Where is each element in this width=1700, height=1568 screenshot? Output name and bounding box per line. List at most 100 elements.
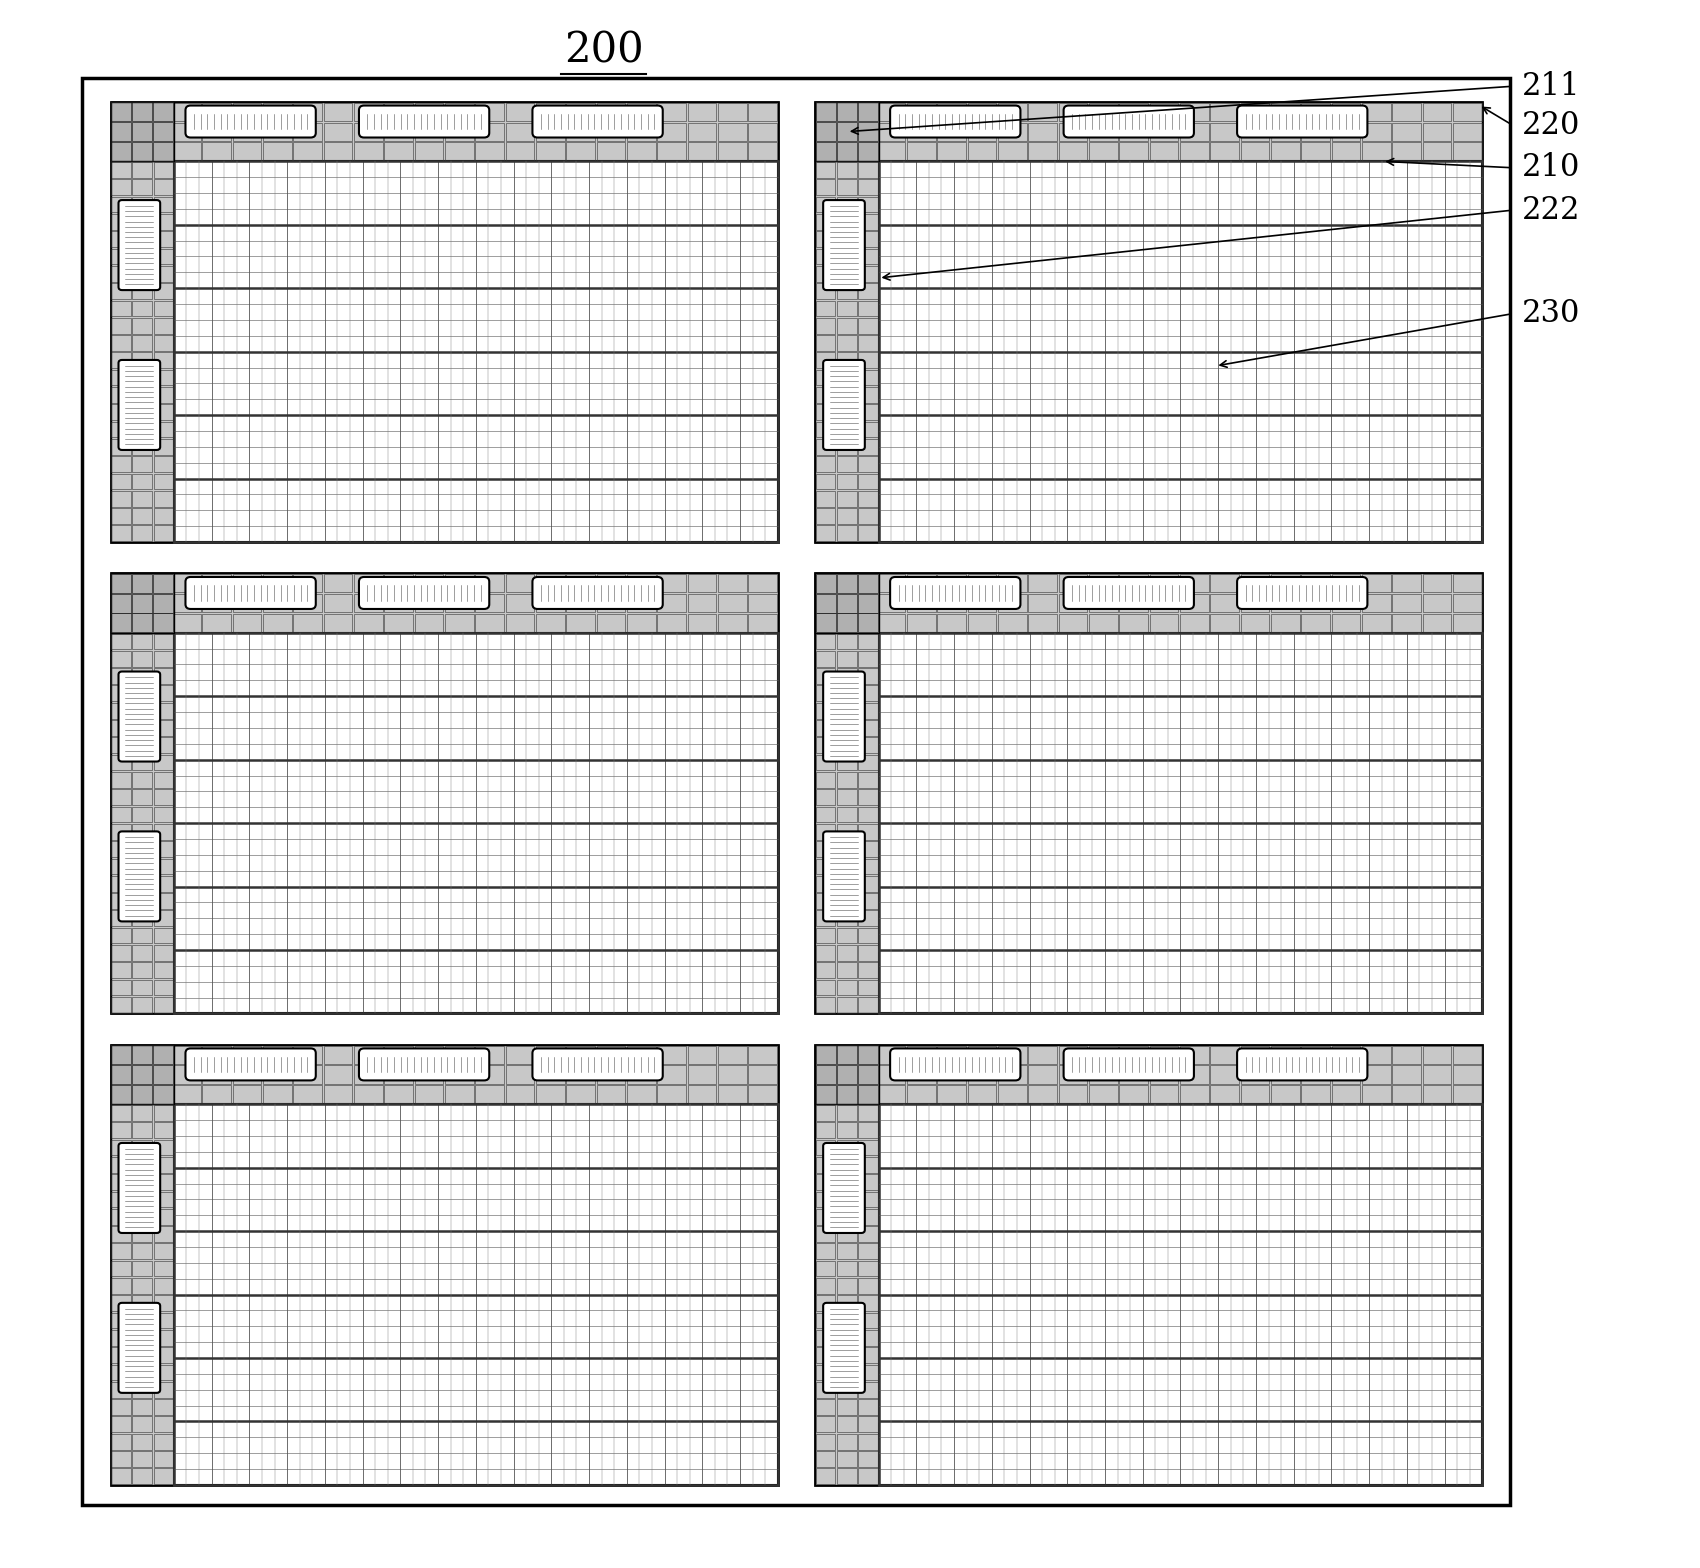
Bar (937, 102, 966, 121)
Bar (908, 1085, 935, 1104)
Bar (836, 143, 857, 162)
Bar (816, 1364, 835, 1380)
Bar (133, 232, 151, 248)
Bar (836, 1278, 857, 1294)
Bar (816, 267, 835, 282)
Bar (1362, 1085, 1391, 1104)
Bar (133, 284, 151, 299)
Bar (153, 508, 173, 524)
FancyBboxPatch shape (1238, 577, 1367, 608)
Bar (294, 1046, 321, 1063)
Bar (877, 1065, 906, 1083)
Bar (816, 928, 835, 944)
Bar (173, 1104, 777, 1485)
Bar (110, 574, 173, 633)
Bar (847, 594, 876, 612)
Bar (133, 1085, 153, 1104)
Bar (110, 122, 131, 141)
Bar (1119, 1065, 1148, 1083)
Bar (836, 771, 857, 787)
Bar (1059, 122, 1088, 141)
Bar (110, 1046, 131, 1065)
Bar (836, 353, 857, 368)
Bar (1059, 143, 1088, 160)
Bar (879, 1104, 1482, 1485)
Bar (816, 1046, 845, 1063)
Bar (110, 102, 777, 543)
Bar (816, 789, 835, 804)
Bar (858, 963, 877, 978)
Bar (836, 249, 857, 265)
Bar (505, 1046, 534, 1063)
Bar (112, 1278, 131, 1294)
Bar (112, 102, 139, 121)
Bar (658, 1085, 685, 1104)
Bar (153, 574, 173, 593)
Bar (836, 1209, 857, 1225)
Bar (1149, 1065, 1178, 1083)
Bar (858, 232, 877, 248)
FancyBboxPatch shape (1064, 577, 1193, 608)
Bar (816, 102, 845, 121)
Bar (153, 336, 173, 351)
Bar (172, 1046, 201, 1063)
Bar (858, 946, 877, 961)
Bar (112, 1433, 131, 1449)
Bar (858, 737, 877, 753)
Bar (814, 574, 1482, 1013)
Bar (1180, 574, 1209, 593)
Bar (836, 336, 857, 351)
Bar (354, 594, 382, 612)
Bar (1454, 1065, 1481, 1083)
Bar (858, 1347, 877, 1363)
Bar (536, 574, 564, 593)
Bar (1119, 1046, 1148, 1063)
Bar (110, 102, 173, 162)
Bar (597, 143, 626, 160)
Bar (112, 840, 131, 858)
Bar (153, 1123, 173, 1138)
Bar (264, 143, 292, 160)
Bar (153, 737, 173, 753)
Bar (153, 1226, 173, 1242)
Bar (836, 1105, 857, 1121)
Bar (816, 1433, 835, 1449)
Bar (172, 1085, 201, 1104)
Bar (133, 980, 151, 996)
Bar (879, 162, 1482, 543)
Bar (858, 771, 877, 787)
Bar (816, 720, 835, 735)
Bar (294, 1065, 321, 1083)
Bar (112, 456, 131, 472)
Bar (505, 574, 534, 593)
Bar (717, 102, 746, 121)
Bar (717, 143, 746, 160)
Bar (858, 353, 877, 368)
Bar (153, 963, 173, 978)
Bar (133, 574, 153, 593)
Bar (748, 613, 777, 632)
Bar (836, 1243, 857, 1259)
FancyBboxPatch shape (823, 1303, 865, 1392)
Bar (264, 122, 292, 141)
Bar (858, 1123, 877, 1138)
Bar (858, 1065, 877, 1083)
Bar (476, 122, 503, 141)
Bar (816, 633, 835, 649)
Bar (998, 613, 1027, 632)
Bar (858, 806, 877, 822)
Bar (836, 1123, 857, 1138)
Bar (112, 823, 131, 839)
Bar (816, 456, 835, 472)
Bar (998, 1065, 1027, 1083)
Bar (202, 613, 231, 632)
Bar (566, 122, 595, 141)
Bar (597, 1065, 626, 1083)
Bar (202, 1065, 231, 1083)
Bar (816, 1174, 835, 1190)
Bar (836, 196, 857, 212)
Bar (858, 1192, 877, 1207)
Bar (110, 574, 777, 633)
Bar (877, 1085, 906, 1104)
Bar (133, 370, 151, 386)
